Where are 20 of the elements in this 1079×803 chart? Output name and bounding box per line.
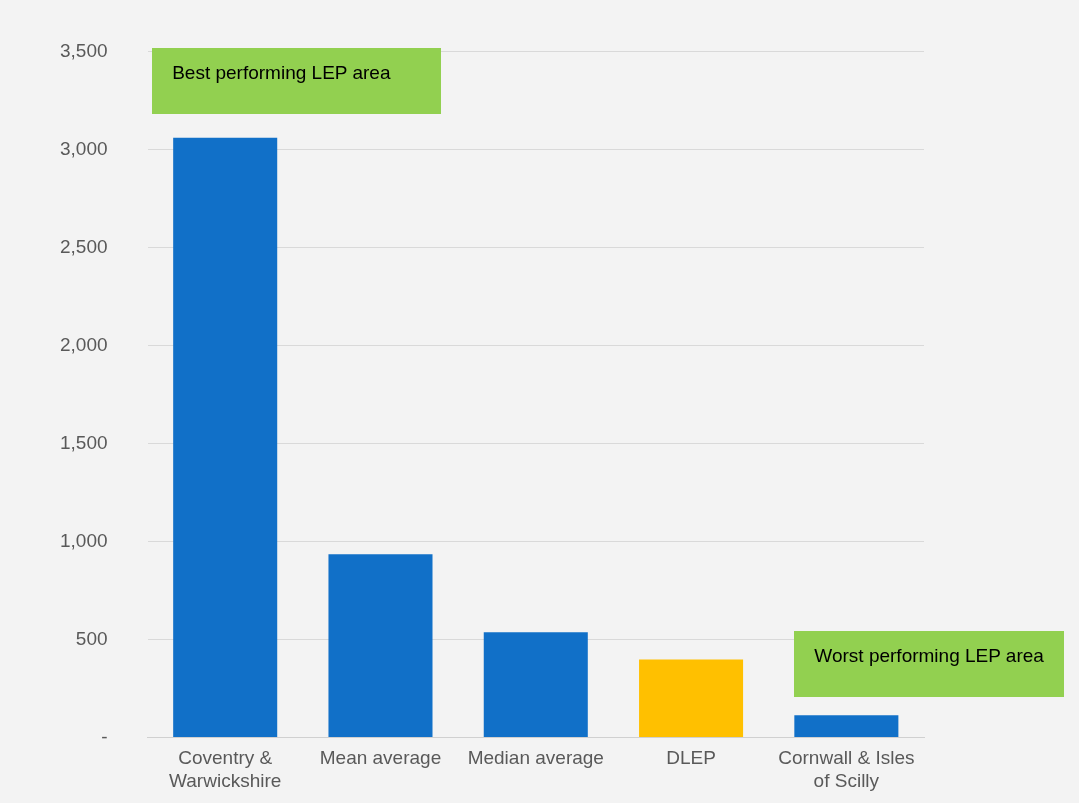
y-tick-label: 2,500 (60, 235, 108, 257)
bar (794, 715, 899, 737)
y-tick-label: 1,000 (60, 529, 108, 551)
x-tick-label: Coventry & Warwickshire (169, 747, 282, 791)
x-tick-label: DLEP (666, 747, 716, 769)
y-tick-label: 2,000 (60, 333, 108, 355)
y-tick-label: 500 (75, 627, 108, 649)
x-tick-label: Median average (467, 747, 604, 769)
y-tick-label: 3,000 (60, 137, 108, 159)
bar (639, 659, 744, 737)
x-tick-label: Mean average (319, 747, 442, 769)
bar (173, 137, 278, 737)
bar (328, 554, 433, 737)
bar (483, 632, 588, 737)
callout-box: Best performing LEP area (152, 48, 442, 115)
y-tick-label: 1,500 (60, 431, 108, 453)
y-tick-label: 3,500 (60, 39, 108, 61)
x-tick-label: Cornwall & Isles of Scilly (778, 747, 915, 791)
y-tick-label: - (101, 725, 108, 747)
callout-box: Worst performing LEP area (794, 631, 1064, 698)
